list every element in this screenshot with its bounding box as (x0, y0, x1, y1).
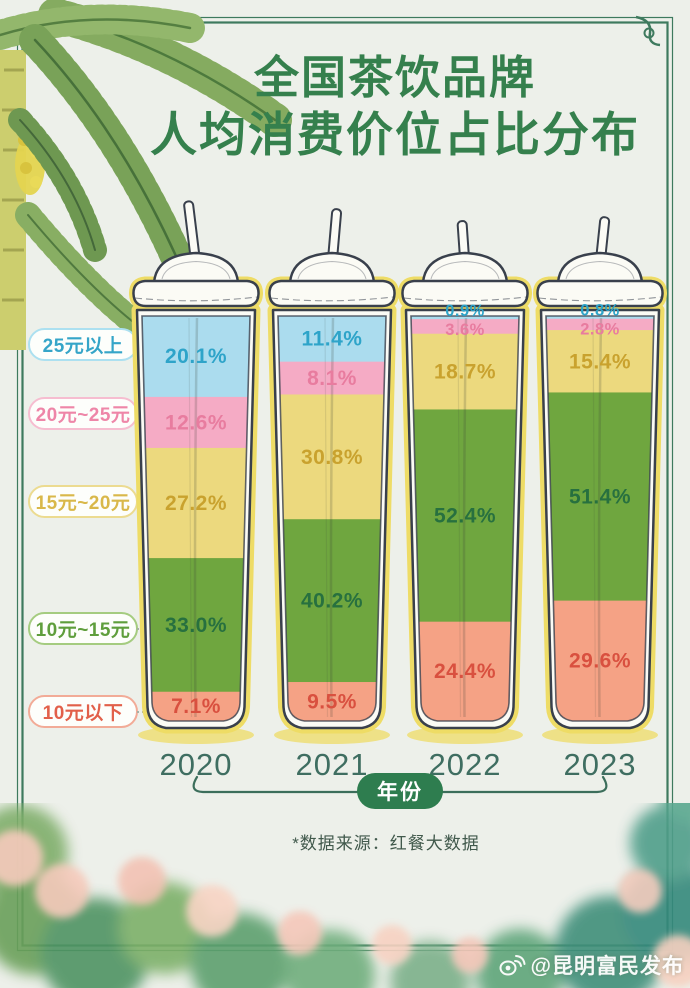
cup-lid (152, 251, 240, 285)
cup-2020: 20.1% 12.6% 27.2% 33.0% 7.1% (129, 200, 263, 744)
value-label-2020-3: 33.0% (165, 614, 227, 637)
cup-2023: 0.8%2.8% 15.4% 51.4% 29.6% (533, 216, 667, 744)
value-label-2020-2: 27.2% (165, 492, 227, 515)
segment-2022-0 (411, 316, 519, 321)
cup-2022: 0.9%3.6% 18.7% 52.4% 24.4% (398, 220, 532, 744)
segment-2023-4 (546, 600, 654, 721)
year-label-2023: 2023 (563, 747, 637, 782)
year-label-2020: 2020 (159, 747, 233, 782)
segment-2021-0 (278, 316, 386, 363)
corner-ornament-top-left (29, 15, 55, 47)
corner-ornament-top-right (635, 15, 661, 47)
legend-pill-4: 10元以下 (28, 695, 138, 728)
segment-2022-4 (411, 621, 519, 721)
segment-2021-2 (278, 394, 386, 521)
page-title-line2: 人均消费价位占比分布 (150, 107, 640, 161)
segment-2022-1 (411, 319, 519, 335)
value-label-2021-0: 11.4% (302, 328, 363, 351)
segment-2020-0 (142, 316, 250, 398)
segment-2022-3 (411, 409, 519, 623)
value-label-2020-4: 7.1% (171, 695, 221, 718)
value-label-2020-0: 20.1% (165, 345, 227, 368)
value-label-2021-2: 30.8% (301, 446, 363, 469)
value-label-2021-1: 8.1% (307, 367, 357, 390)
x-axis-label-pill: 年份 (357, 773, 443, 809)
segment-2023-3 (546, 392, 654, 602)
value-label-2022-0: 0.9% (445, 302, 485, 320)
segment-2020-2 (142, 447, 250, 560)
segment-2023-2 (546, 330, 654, 394)
segment-2021-1 (278, 361, 386, 396)
value-label-2023-0: 0.8% (580, 302, 620, 320)
value-label-2023-1: 2.8% (580, 321, 620, 339)
value-label-2023-2: 15.4% (569, 350, 631, 373)
watermark-text: @昆明富民发布 (530, 955, 684, 978)
value-label-2023-3: 51.4% (569, 486, 631, 509)
data-source-note: *数据来源：红餐大数据 (292, 834, 480, 853)
value-label-2022-1: 3.6% (445, 321, 485, 339)
value-label-2022-3: 52.4% (434, 505, 496, 528)
value-label-2022-4: 24.4% (434, 660, 496, 683)
segment-2022-2 (411, 333, 519, 411)
segment-2021-4 (278, 682, 386, 721)
legend-pill-1: 20元~25元 (28, 397, 138, 430)
weibo-icon (499, 955, 526, 976)
segment-2020-3 (142, 558, 250, 693)
cup-lid (421, 251, 509, 285)
segment-2020-1 (142, 396, 250, 449)
value-label-2021-4: 9.5% (307, 690, 357, 713)
cup-lid (288, 251, 376, 285)
segment-2020-4 (142, 691, 250, 721)
segment-2023-0 (546, 316, 654, 320)
segment-2023-1 (546, 318, 654, 332)
value-label-2021-3: 40.2% (301, 590, 363, 613)
value-label-2022-2: 18.7% (434, 361, 496, 384)
legend-pill-0: 25元以上 (28, 328, 138, 361)
x-axis-label: 年份 (377, 781, 423, 804)
legend-pill-2: 15元~20元 (28, 485, 138, 518)
legend-pill-3: 10元~15元 (28, 612, 138, 645)
watermark: @昆明富民发布 (498, 950, 684, 980)
segment-2021-3 (278, 519, 386, 684)
value-label-2023-4: 29.6% (569, 650, 631, 673)
page-title-line1: 全国茶饮品牌 (253, 52, 536, 103)
value-label-2020-1: 12.6% (165, 411, 227, 434)
page-title: 全国茶饮品牌 人均消费价位占比分布 (100, 52, 690, 162)
cup-2021: 11.4% 8.1% 30.8% 40.2% 9.5% (265, 208, 399, 744)
cup-lid (556, 251, 644, 285)
